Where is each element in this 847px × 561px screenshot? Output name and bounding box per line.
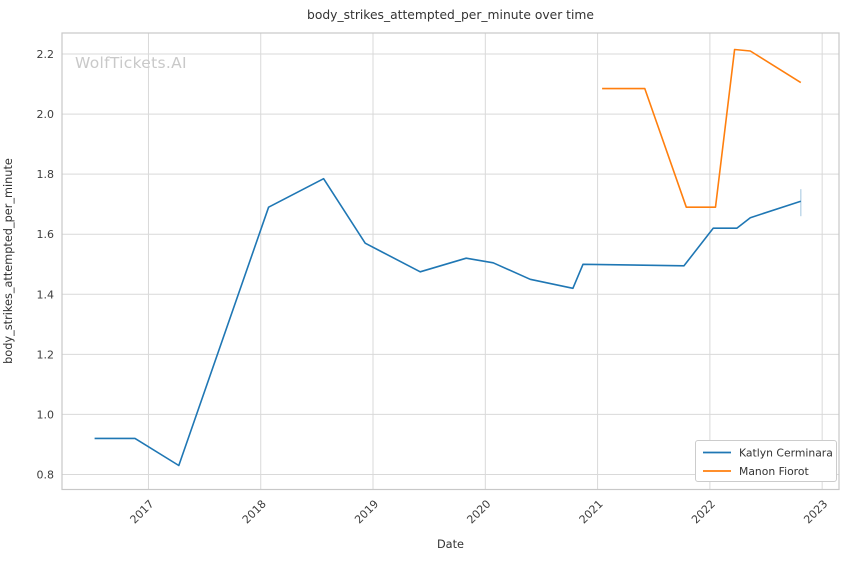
- y-tick-label: 2.0: [37, 108, 55, 121]
- series-line-manon-fiorot: [602, 48, 802, 208]
- y-tick-label: 1.2: [37, 348, 55, 361]
- legend-entries: Katlyn Cerminara Manon Fiorot: [703, 446, 833, 478]
- legend-label: Katlyn Cerminara: [739, 446, 833, 459]
- series-line-katlyn-cerminara: [94, 177, 802, 467]
- watermark: WolfTickets.AI: [75, 54, 187, 72]
- y-tick-label: 0.8: [37, 468, 55, 481]
- x-tick-label: 2019: [352, 497, 381, 526]
- y-tick-label: 1.0: [37, 408, 55, 421]
- x-axis-label: Date: [437, 538, 464, 551]
- x-tick-label: 2023: [801, 497, 830, 526]
- x-tick-label: 2018: [240, 497, 269, 526]
- legend-label: Manon Fiorot: [739, 465, 809, 478]
- chart-title: body_strikes_attempted_per_minute over t…: [307, 8, 594, 22]
- x-tick-label: 2017: [128, 497, 157, 526]
- x-tick-labels: 2017 2018 2019 2020 2021 2022 2023: [128, 497, 831, 526]
- series-layer: [94, 48, 802, 467]
- y-axis-label: body_strikes_attempted_per_minute: [2, 158, 15, 364]
- y-tick-labels: 0.8 1.0 1.2 1.4 1.6 1.8 2.0 2.2: [37, 48, 55, 481]
- y-tick-label: 1.4: [37, 288, 55, 301]
- y-tick-label: 2.2: [37, 48, 55, 61]
- plot-border: [61, 32, 840, 491]
- y-tick-label: 1.8: [37, 168, 55, 181]
- grid-layer: [62, 33, 839, 490]
- legend: Katlyn Cerminara Manon Fiorot: [695, 440, 837, 482]
- x-tick-label: 2020: [464, 497, 493, 526]
- y-tick-label: 1.6: [37, 228, 55, 241]
- x-tick-label: 2022: [689, 497, 718, 526]
- x-tick-label: 2021: [577, 497, 606, 526]
